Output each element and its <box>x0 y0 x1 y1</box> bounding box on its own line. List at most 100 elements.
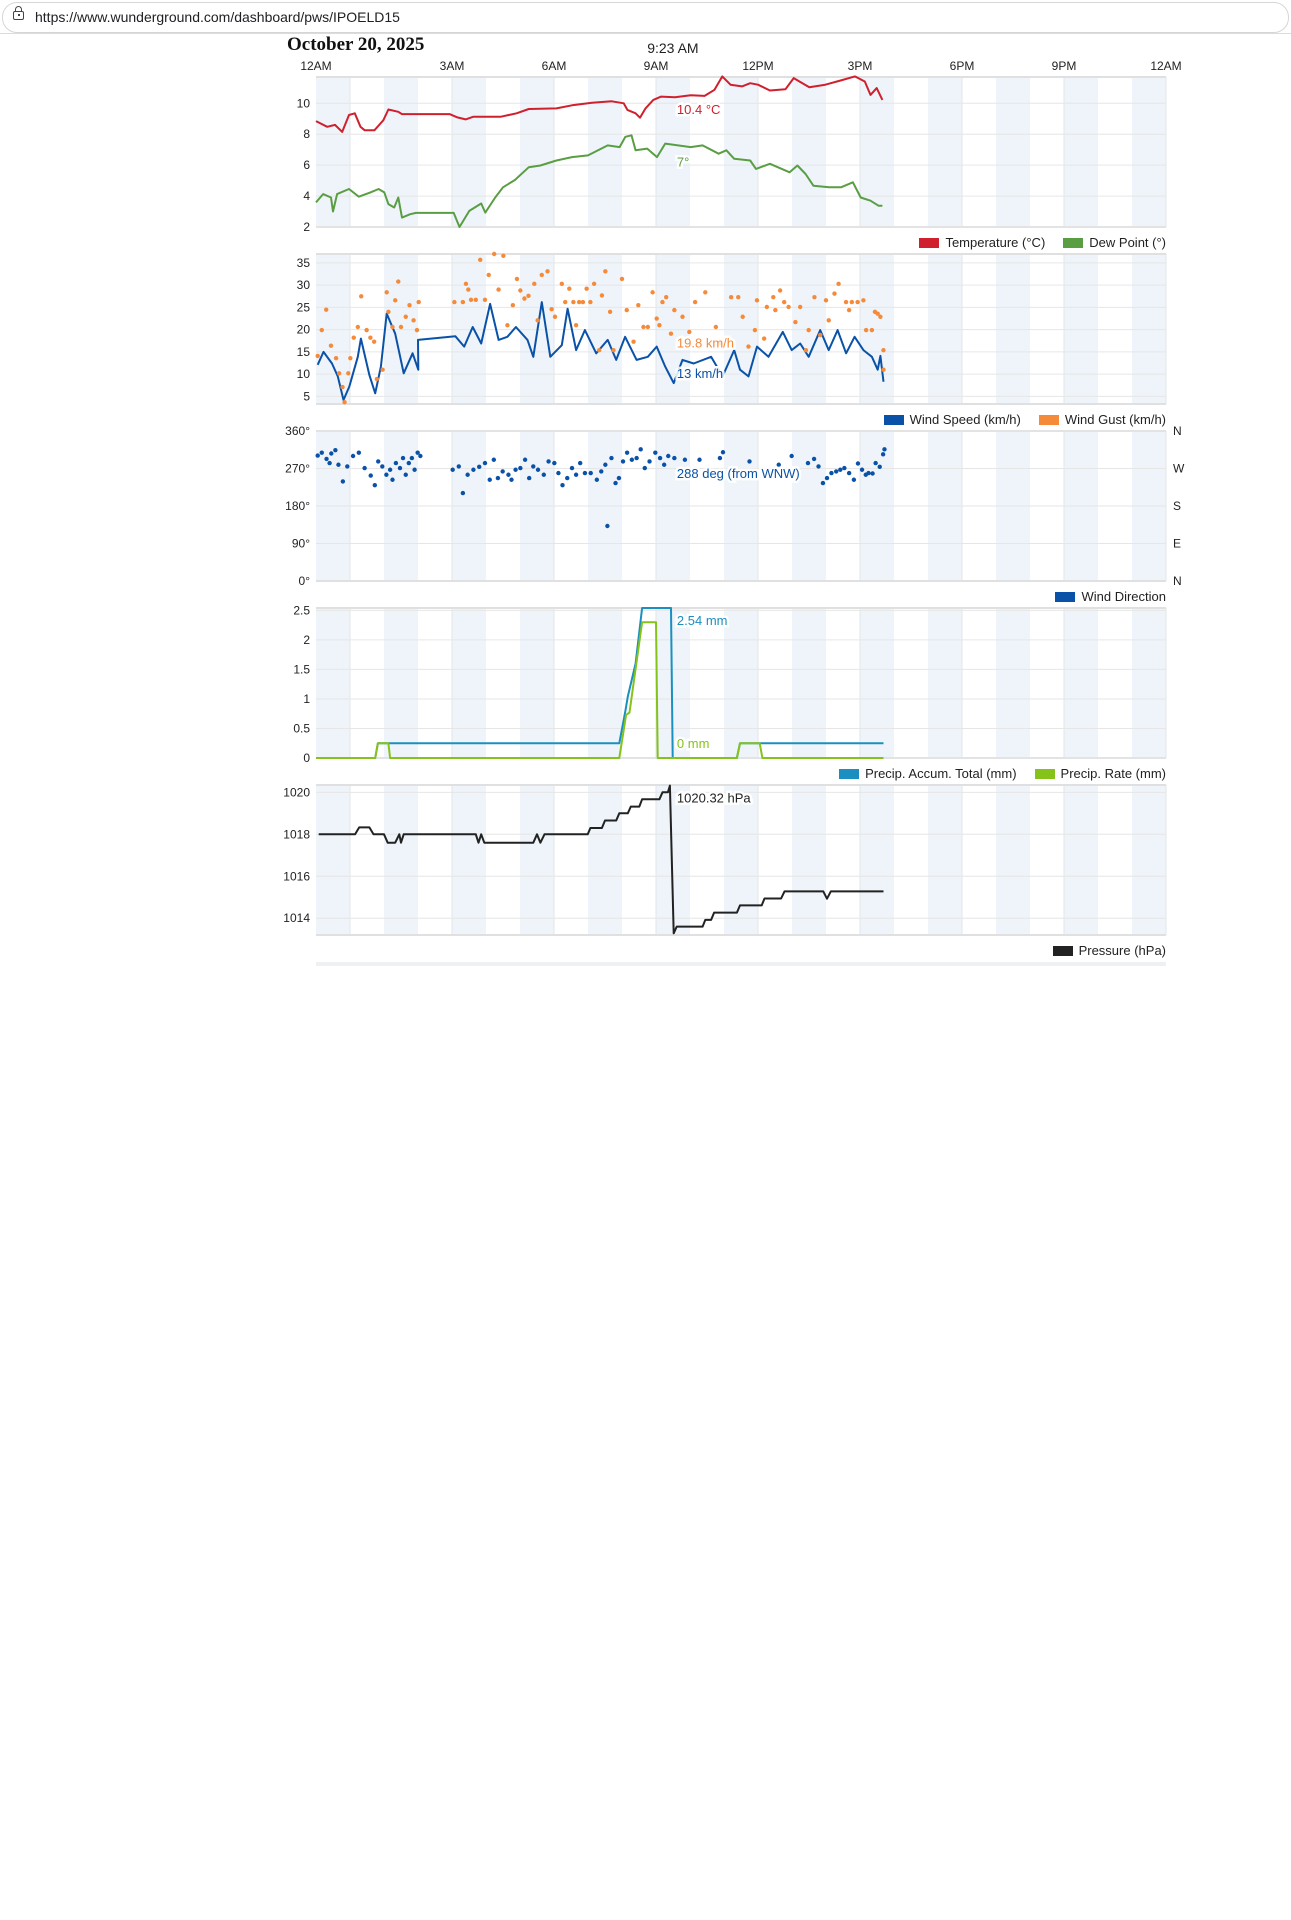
legend-label: Dew Point (°) <box>1089 235 1166 250</box>
hour-band <box>792 77 826 227</box>
data-point <box>505 323 510 328</box>
data-point <box>703 290 708 295</box>
data-point <box>450 467 455 472</box>
data-point <box>518 465 523 471</box>
data-point <box>582 470 588 476</box>
data-point <box>336 462 341 467</box>
data-point <box>631 339 636 344</box>
data-point <box>859 467 865 472</box>
data-point <box>355 324 361 330</box>
data-point <box>460 490 466 496</box>
legend-item[interactable]: Wind Speed (km/h) <box>883 412 1021 427</box>
browser-address-bar[interactable]: https://www.wunderground.com/dashboard/p… <box>0 0 1291 34</box>
tooltip-value: 13 km/h <box>677 366 723 381</box>
data-point <box>771 294 776 300</box>
data-point <box>717 341 723 346</box>
data-point <box>660 299 665 305</box>
data-point <box>605 523 610 529</box>
hour-band <box>656 77 690 227</box>
legend-label: Wind Gust (km/h) <box>1064 412 1166 427</box>
data-point <box>478 257 483 262</box>
lock-icon[interactable] <box>13 6 24 20</box>
legend-item[interactable]: Wind Gust (km/h) <box>1038 412 1166 427</box>
data-point <box>869 327 875 333</box>
hour-band <box>1064 608 1098 758</box>
data-point <box>577 460 583 466</box>
data-point <box>692 299 698 305</box>
legend-swatch-icon <box>1055 591 1076 602</box>
data-point <box>509 477 514 482</box>
y-tick-label: 1020 <box>283 785 310 799</box>
hour-band <box>452 785 486 935</box>
data-point <box>380 367 385 372</box>
data-point <box>870 471 875 476</box>
data-point <box>487 477 492 482</box>
data-point <box>371 339 377 344</box>
y-tick-label: 0 <box>303 751 310 765</box>
url-field[interactable]: https://www.wunderground.com/dashboard/p… <box>2 2 1289 33</box>
data-point <box>588 470 593 476</box>
y-tick-label: 8 <box>303 127 310 141</box>
chart-legend: Temperature (°C) Dew Point (°) <box>919 235 1166 250</box>
data-point <box>393 298 398 303</box>
data-point <box>682 457 688 462</box>
data-point <box>350 453 356 459</box>
data-point <box>687 329 692 335</box>
legend-swatch-icon <box>839 768 860 779</box>
data-point <box>849 299 855 305</box>
data-point <box>829 470 834 476</box>
y-tick-label: 270° <box>285 462 310 476</box>
legend-item[interactable]: Precip. Accum. Total (mm) <box>839 766 1017 781</box>
data-point <box>657 455 663 461</box>
hour-band <box>724 608 758 758</box>
data-point <box>518 288 523 293</box>
data-point <box>861 298 866 303</box>
y-tick-label: 1 <box>303 692 310 706</box>
hour-band <box>792 785 826 935</box>
y-tick-label: 90° <box>292 537 310 551</box>
date-heading: October 20, 2025 <box>287 34 425 55</box>
data-point <box>664 294 669 300</box>
data-point <box>535 318 540 323</box>
data-point <box>342 400 347 405</box>
y-tick-label: 10 <box>297 96 311 110</box>
data-point <box>882 447 887 452</box>
crosshair-time-label: 9:23 AM <box>647 40 698 56</box>
hour-band <box>1064 785 1098 935</box>
compass-tick-label: N <box>1173 574 1182 588</box>
hour-band <box>928 77 962 227</box>
data-point <box>514 276 520 282</box>
data-point <box>824 475 830 481</box>
data-point <box>629 457 635 462</box>
legend-item[interactable]: Precip. Rate (mm) <box>1034 766 1166 781</box>
data-point <box>319 450 324 455</box>
data-point <box>340 384 345 390</box>
url-text[interactable]: https://www.wunderground.com/dashboard/p… <box>35 9 400 25</box>
data-point <box>654 316 659 321</box>
y-tick-label: 1.5 <box>293 662 310 676</box>
data-point <box>803 347 809 353</box>
data-point <box>364 327 369 333</box>
hour-band <box>316 608 350 758</box>
hour-band <box>996 785 1030 935</box>
tooltip-value: 19.8 km/h <box>677 336 734 351</box>
hour-band <box>316 77 350 227</box>
legend-item[interactable]: Temperature (°C) <box>919 235 1045 250</box>
legend-item[interactable]: Dew Point (°) <box>1063 235 1166 250</box>
data-point <box>567 286 572 291</box>
legend-label: Temperature (°C) <box>945 235 1046 250</box>
data-point <box>486 272 491 278</box>
legend-item[interactable]: Wind Direction <box>1055 589 1166 604</box>
legend-item[interactable]: Pressure (hPa) <box>1052 943 1166 958</box>
data-point <box>880 452 886 457</box>
compass-tick-label: W <box>1173 462 1185 476</box>
data-point <box>368 335 373 340</box>
data-point <box>396 279 401 284</box>
data-point <box>599 293 605 298</box>
data-point <box>406 460 412 466</box>
y-tick-label: 360° <box>285 424 310 438</box>
y-tick-label: 2.5 <box>293 603 310 617</box>
data-point <box>650 290 655 295</box>
data-point <box>638 447 643 452</box>
hour-band <box>1064 77 1098 227</box>
